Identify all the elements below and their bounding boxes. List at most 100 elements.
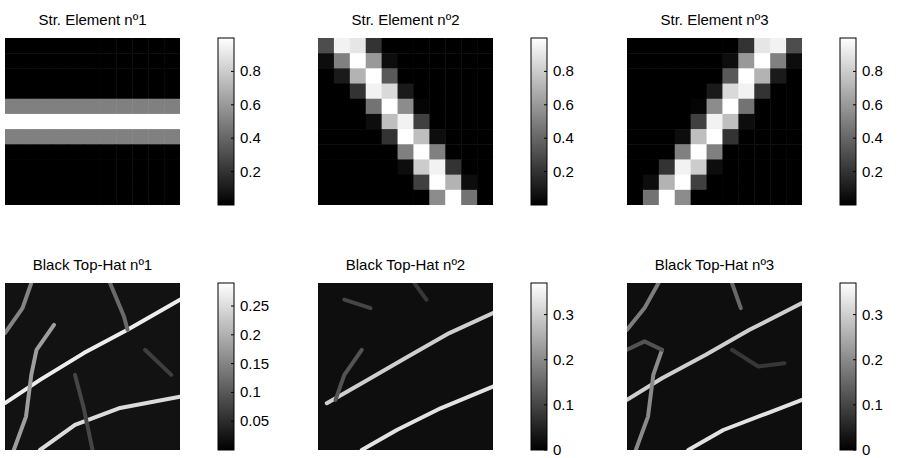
colorbar-label: 0.1 xyxy=(553,396,574,413)
cell xyxy=(643,190,659,205)
cell xyxy=(164,159,180,175)
cell xyxy=(5,114,21,130)
cell xyxy=(707,68,723,84)
cell xyxy=(5,38,21,54)
cell xyxy=(382,84,398,100)
cell xyxy=(334,38,350,54)
cell xyxy=(350,114,366,130)
cell xyxy=(85,175,101,191)
cell xyxy=(69,84,85,100)
cell xyxy=(116,129,132,145)
cell xyxy=(21,159,37,175)
colorbar-label: 0.2 xyxy=(240,326,261,343)
cell xyxy=(398,38,414,54)
cell xyxy=(132,144,148,160)
cell xyxy=(398,129,414,145)
cell xyxy=(722,68,738,84)
cell xyxy=(659,175,675,191)
colorbar-label: 0.3 xyxy=(862,306,883,323)
cell xyxy=(722,99,738,115)
colorbar-tick xyxy=(853,359,856,360)
cell xyxy=(659,114,675,130)
colorbar xyxy=(840,38,856,205)
colorbar-tick xyxy=(231,104,234,105)
cell xyxy=(334,53,350,69)
colorbar-tick xyxy=(853,104,856,105)
cell xyxy=(164,38,180,54)
cell xyxy=(445,53,461,69)
cell xyxy=(770,38,786,54)
cell xyxy=(350,84,366,100)
cell xyxy=(382,159,398,175)
cell xyxy=(786,144,802,160)
cell xyxy=(461,53,477,69)
cell xyxy=(627,38,643,54)
cell xyxy=(164,190,180,205)
cell xyxy=(754,53,770,69)
colorbar-tick xyxy=(231,171,234,172)
vessel xyxy=(362,387,493,451)
cell xyxy=(318,129,334,145)
cell xyxy=(318,68,334,84)
cell xyxy=(5,190,21,205)
cell xyxy=(366,84,382,100)
cell xyxy=(738,144,754,160)
cell xyxy=(53,68,69,84)
cell xyxy=(786,129,802,145)
cell xyxy=(69,175,85,191)
cell xyxy=(754,159,770,175)
cell xyxy=(675,159,691,175)
cell xyxy=(461,38,477,54)
cell xyxy=(675,53,691,69)
cell xyxy=(382,99,398,115)
cell xyxy=(707,144,723,160)
cell xyxy=(100,84,116,100)
cell xyxy=(429,38,445,54)
cell xyxy=(643,144,659,160)
cell xyxy=(445,190,461,205)
cell xyxy=(116,38,132,54)
cell xyxy=(350,144,366,160)
cell xyxy=(691,53,707,69)
colorbar-label: 0 xyxy=(862,441,870,458)
colorbar-tick xyxy=(853,171,856,172)
cell xyxy=(382,114,398,130)
cell xyxy=(770,175,786,191)
cell xyxy=(366,68,382,84)
cell xyxy=(398,144,414,160)
cell xyxy=(413,144,429,160)
cell xyxy=(477,144,493,160)
cell xyxy=(318,53,334,69)
cell xyxy=(675,175,691,191)
colorbar-label: 0.6 xyxy=(862,96,883,113)
cell xyxy=(350,99,366,115)
cell xyxy=(53,38,69,54)
cell xyxy=(707,159,723,175)
colorbar-tick xyxy=(544,404,547,405)
cell xyxy=(707,175,723,191)
cell xyxy=(334,190,350,205)
cell xyxy=(116,144,132,160)
cell xyxy=(461,99,477,115)
cell xyxy=(461,68,477,84)
cell xyxy=(164,129,180,145)
cell xyxy=(398,99,414,115)
cell xyxy=(350,175,366,191)
cell xyxy=(132,190,148,205)
cell xyxy=(100,129,116,145)
cell xyxy=(366,129,382,145)
cell xyxy=(691,38,707,54)
cell xyxy=(85,114,101,130)
cell xyxy=(37,129,53,145)
cell xyxy=(691,68,707,84)
vessel xyxy=(14,325,54,450)
vessel xyxy=(688,400,802,450)
cell xyxy=(53,129,69,145)
cell xyxy=(738,84,754,100)
image xyxy=(318,283,493,450)
cell xyxy=(413,175,429,191)
cell xyxy=(738,129,754,145)
cell xyxy=(707,99,723,115)
cell xyxy=(413,190,429,205)
cell xyxy=(659,53,675,69)
